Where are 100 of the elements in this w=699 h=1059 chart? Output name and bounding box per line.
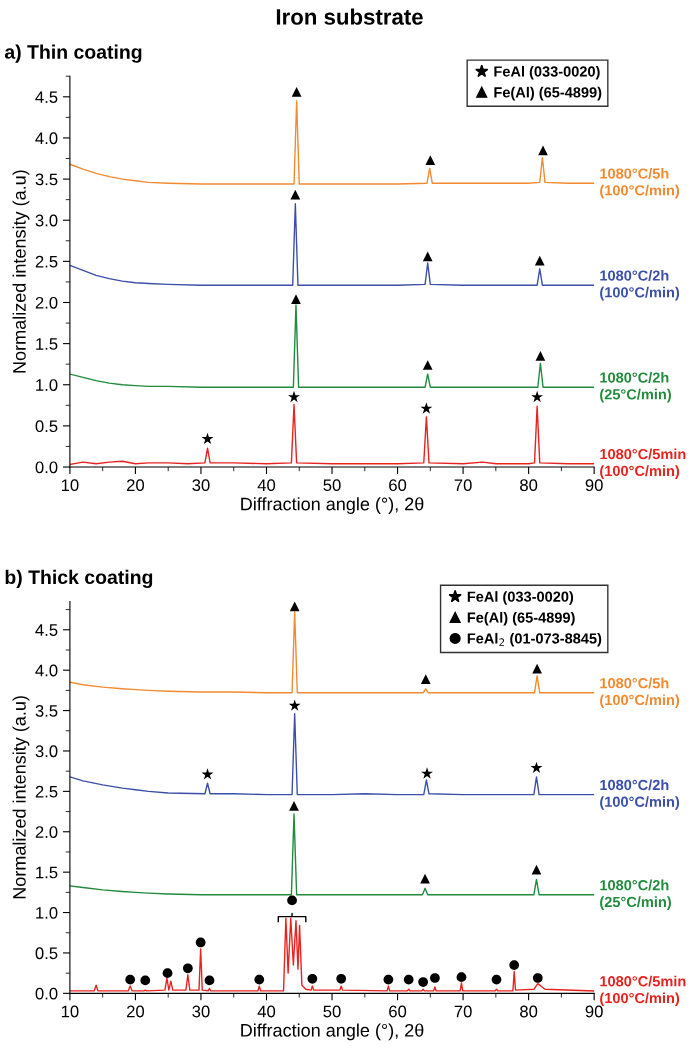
point xyxy=(204,975,215,986)
legend-label: FeAl (033-0020) xyxy=(494,65,600,80)
y-tick-label: 3.5 xyxy=(35,704,58,717)
point xyxy=(531,864,542,875)
point xyxy=(254,974,265,985)
point xyxy=(418,977,428,987)
y-tick-label: 2.0 xyxy=(35,296,58,309)
y-tick-label: 0.5 xyxy=(35,947,58,960)
chart-title: Iron substrate xyxy=(276,8,423,25)
series-label: 1080°C/2h (25°C/min) xyxy=(600,879,671,910)
y-tick-label: 2.0 xyxy=(35,826,58,838)
point xyxy=(420,674,431,684)
point xyxy=(425,155,436,166)
point xyxy=(532,663,542,674)
point xyxy=(125,974,136,985)
y-tick-label: 1.0 xyxy=(36,379,58,391)
legend-label: FeAl$_{2}$ (01-073-8845) xyxy=(467,632,602,647)
point xyxy=(336,973,347,984)
point xyxy=(289,801,299,811)
point xyxy=(534,255,545,266)
x-tick-label: 90 xyxy=(585,479,603,492)
x-tick-label: 70 xyxy=(454,479,472,492)
x-tick-label: 60 xyxy=(389,1005,407,1018)
point xyxy=(535,351,546,361)
line-series xyxy=(69,203,595,286)
x-axis-title: Diffraction angle (°), 2θ xyxy=(241,497,424,514)
x-tick-label: 80 xyxy=(520,479,538,492)
y-tick-label: 4.5 xyxy=(35,91,58,104)
x-tick-label: 20 xyxy=(127,1005,145,1018)
point xyxy=(422,251,433,262)
legend-label: FeAl (033-0020) xyxy=(467,591,574,605)
x-tick-label: 90 xyxy=(585,1005,603,1018)
point xyxy=(422,360,433,370)
y-tick-label: 4.0 xyxy=(35,664,58,677)
point xyxy=(183,963,193,974)
x-tick-label: 50 xyxy=(323,479,341,492)
x-tick-label: 60 xyxy=(389,479,407,492)
point xyxy=(288,699,301,711)
y-tick-label: 4.0 xyxy=(35,132,58,145)
x-tick-label: 10 xyxy=(61,1005,79,1018)
point xyxy=(195,937,206,948)
point xyxy=(491,974,502,985)
point xyxy=(532,973,543,983)
x-tick-label: 20 xyxy=(127,479,145,492)
point xyxy=(291,87,302,97)
x-tick-label: 30 xyxy=(192,1005,210,1018)
series-label: 1080°C/2h (100°C/min) xyxy=(600,779,680,810)
series-label: 1080°C/5min (100°C/min) xyxy=(600,448,686,479)
point xyxy=(307,973,318,984)
point xyxy=(456,972,467,983)
x-tick-label: 80 xyxy=(520,1005,538,1018)
point xyxy=(201,768,214,780)
series-label: 1080°C/5h (100°C/min) xyxy=(600,168,680,199)
point xyxy=(430,973,440,983)
y-tick-label: 1.0 xyxy=(36,906,58,919)
x-tick-label: 30 xyxy=(192,479,210,492)
point xyxy=(531,390,544,403)
y-tick-label: 2.5 xyxy=(35,785,58,798)
y-axis-title: Normalized intensity (a.u) xyxy=(12,170,30,373)
y-tick-label: 0.5 xyxy=(35,420,58,433)
point xyxy=(140,975,151,986)
point xyxy=(162,968,173,979)
series-label: 1080°C/5min (100°C/min) xyxy=(600,975,686,1007)
chart-title: b) Thick coating xyxy=(5,569,153,588)
y-axis-title: Normalized intensity (a.u) xyxy=(12,696,30,899)
y-tick-label: 4.5 xyxy=(35,624,58,636)
y-tick-label: 1.5 xyxy=(36,338,58,350)
legend-label: Fe(Al) (65-4899) xyxy=(494,86,602,101)
series-label: 1080°C/2h (100°C/min) xyxy=(600,270,680,301)
point xyxy=(288,390,300,403)
point xyxy=(287,895,297,906)
line-series xyxy=(69,713,595,796)
x-tick-label: 70 xyxy=(454,1005,472,1018)
y-tick-label: 1.5 xyxy=(36,866,58,879)
point xyxy=(289,601,300,612)
series-label: 1080°C/2h (25°C/min) xyxy=(600,372,671,403)
point xyxy=(530,761,543,773)
legend-label: Fe(Al) (65-4899) xyxy=(467,612,575,626)
y-tick-label: 3.5 xyxy=(35,173,58,186)
point xyxy=(290,189,301,200)
y-tick-label: 0.0 xyxy=(35,461,58,474)
chart-subtitle: a) Thin coating xyxy=(4,44,142,63)
line-series xyxy=(69,100,595,185)
y-tick-label: 2.5 xyxy=(35,255,58,268)
x-tick-label: 10 xyxy=(61,479,79,492)
point xyxy=(291,294,301,305)
point xyxy=(383,974,394,985)
y-tick-label: 3.0 xyxy=(35,214,58,227)
point xyxy=(509,960,520,970)
x-axis-title: Diffraction angle (°), 2θ xyxy=(241,1023,424,1041)
y-tick-label: 3.0 xyxy=(35,745,58,758)
series-label: 1080°C/5h (100°C/min) xyxy=(600,677,680,708)
x-tick-label: 50 xyxy=(323,1005,341,1018)
y-tick-label: 0.0 xyxy=(35,987,58,1000)
point xyxy=(201,432,214,445)
x-tick-label: 40 xyxy=(257,1005,276,1018)
x-tick-label: 40 xyxy=(257,479,276,492)
point xyxy=(538,145,548,156)
point xyxy=(403,974,414,985)
point xyxy=(420,402,433,414)
